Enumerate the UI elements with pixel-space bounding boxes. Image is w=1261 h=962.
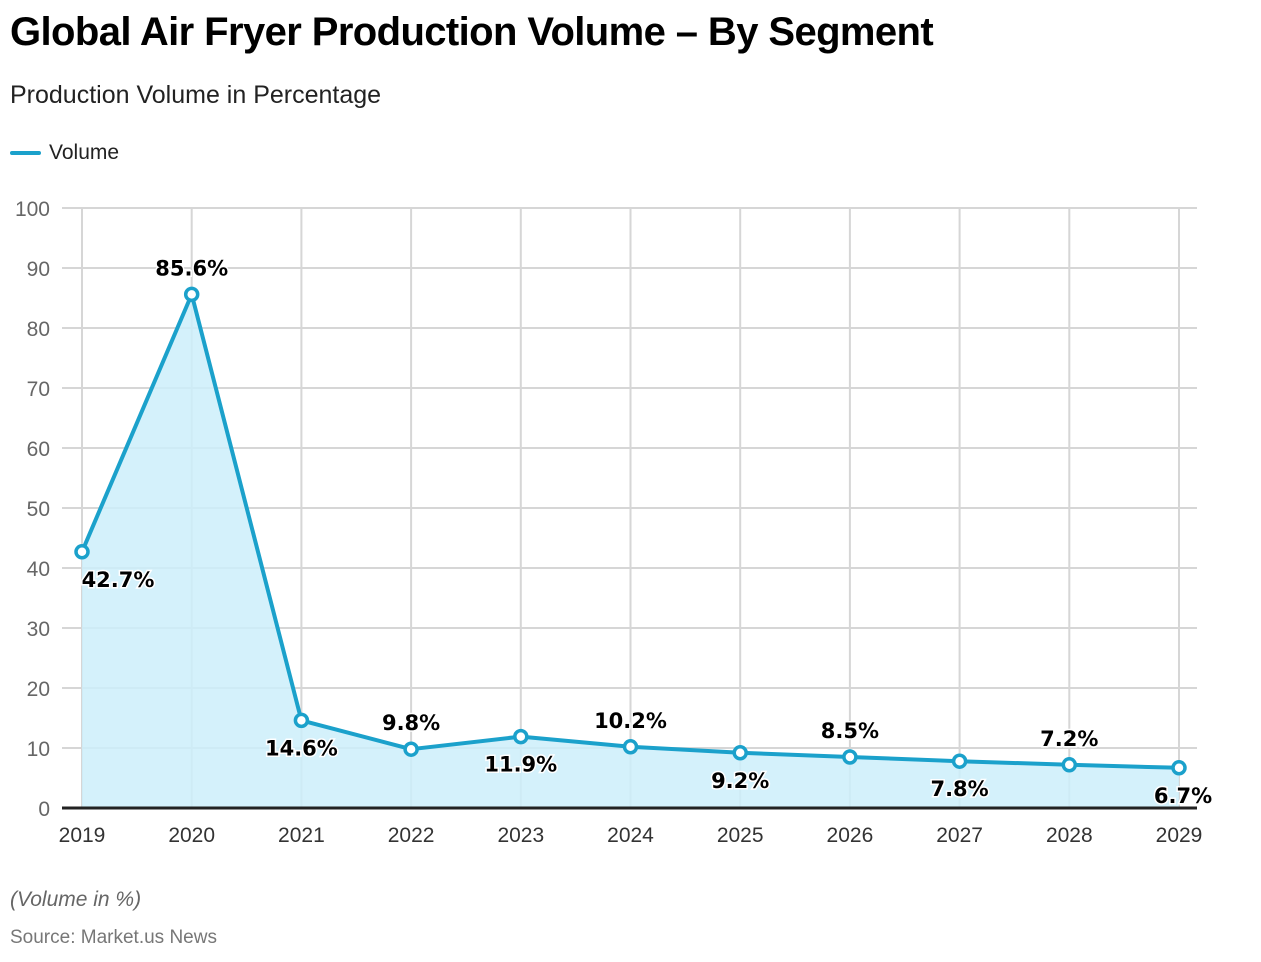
x-tick-label: 2026 [827,824,874,847]
y-tick-label: 30 [27,618,50,641]
data-point [1171,760,1187,776]
data-point [74,544,90,560]
legend-label-volume: Volume [49,141,120,164]
data-label: 11.9% [484,753,557,777]
x-axis: 2019 2020 2021 2022 2023 2024 2025 2026 2027 2028… [59,806,1203,847]
data-label: 6.7% [1154,784,1212,808]
x-tick-label: 2021 [278,824,325,847]
area-volume [82,294,1179,808]
data-point [403,741,419,757]
x-tick-label: 2029 [1156,824,1203,847]
data-point [513,728,529,745]
source-credit: Source: Market.us News [10,927,217,948]
y-tick-label: 10 [27,738,50,761]
data-label: 7.2% [1040,727,1098,751]
data-label: 9.2% [711,769,769,793]
chart-title: Global Air Fryer Production Volume – By … [10,10,934,54]
data-point [1061,757,1078,773]
y-tick-label: 90 [27,258,50,281]
data-point [293,712,310,729]
data-point [622,739,639,755]
footnote: (Volume in %) [10,888,142,911]
x-tick-label: 2027 [936,824,983,847]
data-label: 85.6% [155,256,228,280]
y-tick-label: 80 [27,318,50,341]
data-labels: 42.7% 85.6% 14.6% 9.8% 11.9% 10.2% 9.2% 8.5% 7.8… [80,255,1214,809]
x-tick-label: 2025 [717,824,764,847]
data-point [842,749,858,765]
x-tick-label: 2019 [59,824,106,847]
y-tick-label: 20 [27,678,50,701]
data-label: 10.2% [594,709,667,733]
legend-swatch-volume [10,151,41,155]
series-volume [74,286,1187,776]
data-point [951,753,968,769]
area-fill [82,294,1179,808]
x-tick-label: 2024 [607,824,654,847]
data-label: 8.5% [821,719,879,743]
legend: Volume [10,141,119,165]
data-label: 14.6% [265,736,338,760]
y-tick-label: 70 [27,378,50,401]
x-tick-label: 2020 [168,824,215,847]
y-tick-label: 100 [15,198,50,221]
chart-subtitle: Production Volume in Percentage [10,81,382,109]
x-tick-label: 2022 [388,824,435,847]
y-tick-label: 0 [38,798,50,821]
data-label: 42.7% [82,568,155,592]
data-point [732,745,748,761]
y-tick-label: 60 [27,438,50,461]
data-label: 7.8% [930,777,988,801]
x-tick-label: 2028 [1046,824,1093,847]
data-label: 9.8% [382,711,440,735]
y-tick-label: 50 [27,498,50,521]
y-axis-ticks: 0 10 20 30 40 50 60 70 80 90 100 [15,198,50,821]
data-point [183,286,200,303]
x-tick-label: 2023 [497,824,544,847]
y-tick-label: 40 [27,558,50,581]
